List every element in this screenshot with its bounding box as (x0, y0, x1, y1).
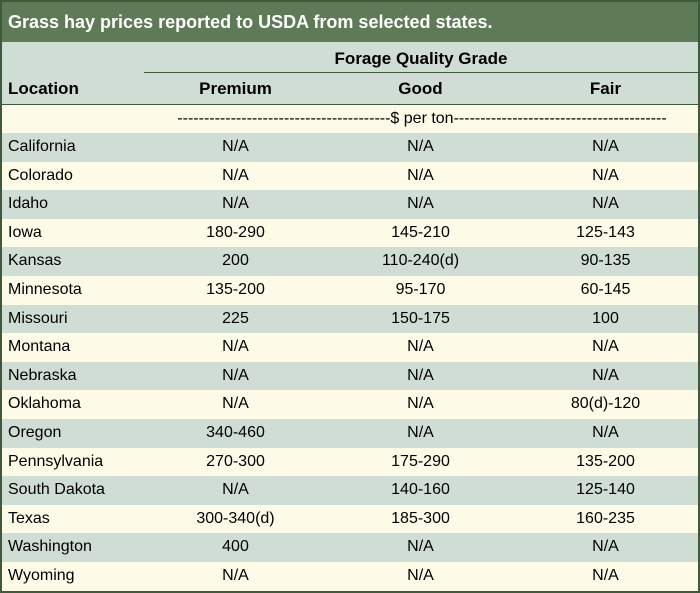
premium-price-cell: N/A (222, 166, 249, 184)
premium-price-cell: 340-460 (206, 423, 265, 441)
good-price-cell: N/A (407, 166, 434, 184)
location-cell: Minnesota (8, 280, 82, 298)
premium-price-cell: 225 (222, 309, 249, 327)
column-header-good: Good (398, 79, 443, 98)
location-cell: Colorado (8, 166, 73, 184)
location-cell: Idaho (8, 195, 49, 213)
table-row: Wyoming N/A N/A N/A (2, 562, 698, 591)
fair-price-cell: N/A (592, 566, 619, 584)
good-price-cell: 145-210 (391, 223, 450, 241)
location-cell: Nebraska (8, 366, 77, 384)
group-header: Forage Quality Grade (334, 49, 508, 68)
table-row: Minnesota 135-200 95-170 60-145 (2, 276, 698, 305)
fair-price-cell: N/A (592, 195, 619, 213)
fair-price-cell: 100 (592, 309, 619, 327)
good-price-cell: 95-170 (395, 280, 446, 298)
table-row: Texas 300-340(d) 185-300 160-235 (2, 505, 698, 534)
good-price-cell: N/A (407, 138, 434, 155)
good-price-cell: 110-240(d) (381, 252, 460, 270)
fair-price-cell: N/A (592, 538, 619, 556)
table-row: Colorado N/A N/A N/A (2, 162, 698, 191)
location-cell: Missouri (8, 309, 68, 327)
good-price-cell: N/A (407, 395, 434, 413)
unit-label: ----------------------------------------… (177, 110, 667, 127)
premium-price-cell: 135-200 (206, 280, 265, 298)
good-price-cell: 175-290 (391, 452, 450, 470)
fair-price-cell: 125-140 (576, 481, 635, 499)
fair-price-cell: N/A (592, 138, 619, 155)
table-row: South Dakota N/A 140-160 125-140 (2, 476, 698, 505)
location-cell: Texas (8, 509, 50, 527)
table-row: Oregon 340-460 N/A N/A (2, 418, 698, 448)
table-row: Montana N/A N/A N/A (2, 333, 698, 362)
table-row: Iowa 180-290 145-210 125-143 (2, 219, 698, 248)
fair-price-cell: N/A (592, 423, 619, 441)
location-cell: Montana (8, 338, 71, 356)
premium-price-cell: 300-340(d) (196, 509, 275, 527)
good-price-cell: N/A (407, 423, 434, 441)
location-cell: Wyoming (8, 566, 75, 584)
good-price-cell: N/A (407, 366, 434, 384)
premium-price-cell: N/A (222, 138, 249, 155)
fair-price-cell: 125-143 (576, 223, 635, 241)
premium-price-cell: 200 (222, 252, 249, 270)
good-price-cell: N/A (407, 566, 434, 584)
good-price-cell: N/A (407, 538, 434, 556)
table-row: Missouri 225 150-175 100 (2, 304, 698, 334)
fair-price-cell: N/A (592, 166, 619, 184)
table-title: Grass hay prices reported to USDA from s… (2, 2, 698, 42)
premium-price-cell: N/A (222, 338, 249, 356)
table-header: Forage Quality Grade Location Premium Go… (2, 42, 698, 105)
table-row: Idaho N/A N/A N/A (2, 190, 698, 219)
location-header: Location (8, 79, 79, 98)
fair-price-cell: 60-145 (580, 280, 631, 298)
fair-price-cell: 160-235 (576, 509, 635, 527)
fair-price-cell: N/A (592, 338, 619, 356)
fair-price-cell: 90-135 (580, 252, 631, 270)
premium-price-cell: 400 (222, 538, 249, 556)
column-header-fair: Fair (589, 79, 622, 98)
premium-price-cell: N/A (222, 481, 249, 499)
fair-price-cell: N/A (592, 366, 619, 384)
good-price-cell: N/A (407, 195, 434, 213)
location-cell: California (8, 138, 76, 155)
location-cell: Oklahoma (8, 395, 81, 413)
premium-price-cell: N/A (222, 566, 249, 584)
good-price-cell: 150-175 (391, 309, 450, 327)
unit-row: ----------------------------------------… (2, 105, 698, 133)
location-cell: Oregon (8, 423, 62, 441)
table-row: California N/A N/A N/A (2, 133, 698, 162)
table-row: Pennsylvania 270-300 175-290 135-200 (2, 448, 698, 477)
location-cell: Washington (8, 538, 92, 556)
good-price-cell: N/A (407, 338, 434, 356)
table-row: Oklahoma N/A N/A 80(d)-120 (2, 390, 698, 419)
premium-price-cell: N/A (222, 395, 249, 413)
good-price-cell: 140-160 (391, 481, 450, 499)
table-body: California N/A N/A N/A Colorado N/A N/A N/A Idah… (2, 133, 698, 591)
fair-price-cell: 80(d)-120 (570, 395, 641, 413)
table-row: Washington 400 N/A N/A (2, 533, 698, 562)
location-cell: Kansas (8, 252, 62, 270)
fair-price-cell: 135-200 (576, 452, 635, 470)
column-header-premium: Premium (199, 79, 272, 98)
location-cell: Iowa (8, 223, 42, 241)
table-row: Nebraska N/A N/A N/A (2, 361, 698, 391)
location-cell: Pennsylvania (8, 452, 104, 470)
premium-price-cell: 180-290 (206, 223, 265, 241)
table-row: Kansas 200 110-240(d) 90-135 (2, 247, 698, 276)
premium-price-cell: N/A (222, 366, 249, 384)
location-cell: South Dakota (8, 481, 105, 499)
premium-price-cell: N/A (222, 195, 249, 213)
premium-price-cell: 270-300 (206, 452, 265, 470)
group-header-rule (144, 72, 698, 73)
good-price-cell: 185-300 (391, 509, 450, 527)
